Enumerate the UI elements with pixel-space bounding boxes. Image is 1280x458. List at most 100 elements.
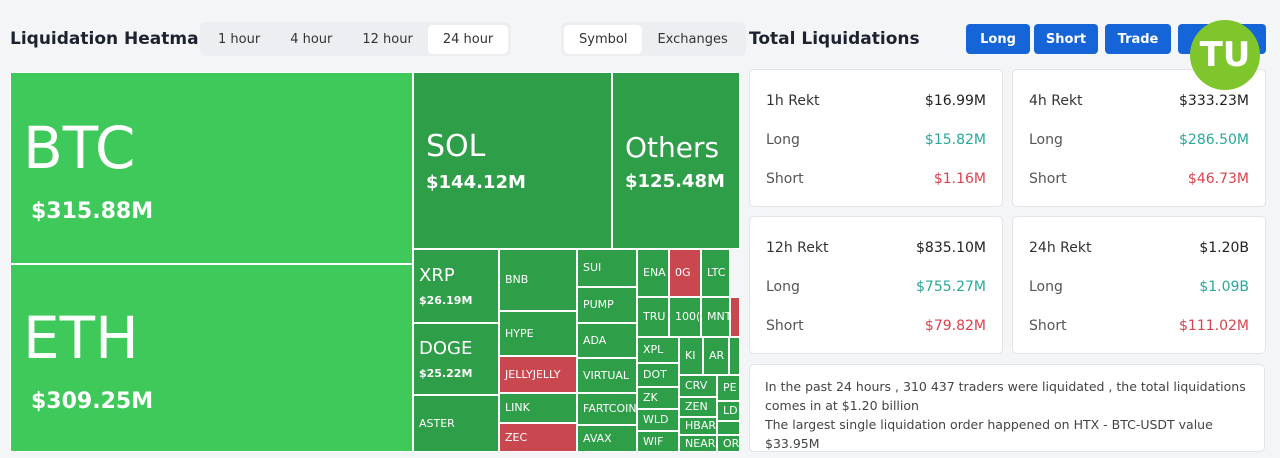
card-row: Long $1.09B [1029,279,1249,295]
tile[interactable]: ZEC [499,423,577,452]
button[interactable]: Trade [1105,24,1171,54]
tile[interactable]: KI [679,337,703,375]
tile-label: SOL [426,129,486,165]
tile[interactable]: NEAR [679,435,717,452]
time-tab[interactable]: 24 hour [427,24,509,54]
tile-label: LTC [707,266,726,280]
card-row: 24h Rekt $1.20B [1029,240,1249,256]
tile [730,297,740,337]
tile[interactable]: ENA [637,249,669,297]
tile[interactable]: TRU [637,297,669,337]
row-value: $1.20B [1199,240,1249,256]
tile-label: WIF [643,434,664,448]
tile[interactable]: ZK [637,387,679,409]
tile-label: ASTER [419,416,455,430]
tile-label: TRU [643,310,666,324]
tile[interactable]: AR [703,337,729,375]
tile[interactable]: Others $125.48M [612,72,740,249]
view-tabs: Symbol Exchanges [561,22,746,56]
tile-label: BTC [23,114,136,183]
tile[interactable]: ETH $309.25M [10,264,413,452]
row-value: $1.09B [1199,279,1249,295]
tile-label: OR [723,436,740,450]
tile-label: MNT [707,310,730,324]
row-label: Short [1029,318,1067,334]
row-label: 12h Rekt [766,240,829,256]
tile-value: $309.25M [31,388,154,414]
tile-label: ETH [23,304,139,373]
tile [717,421,740,435]
tile-label: PE [723,381,737,395]
tile[interactable]: LTC [701,249,730,297]
tile-label: Others [625,130,720,164]
tile-label: ADA [583,333,607,347]
tile[interactable]: LD [717,401,740,421]
card-row: Long $755.27M [766,279,986,295]
time-tab[interactable]: 12 hour [362,31,413,47]
tile[interactable]: FARTCOIN [577,393,637,425]
tile[interactable]: 0G [669,249,701,297]
tile-label: SUI [583,261,602,275]
tile[interactable]: SOL $144.12M [413,72,612,249]
tile-label: 0G [675,266,691,280]
tile[interactable]: WLD [637,409,679,431]
tile[interactable]: ZEN [679,397,717,417]
row-label: Long [1029,132,1063,148]
card-row: Short $1.16M [766,171,986,187]
tile-label: PUMP [583,298,614,312]
row-label: Long [1029,279,1063,295]
tile[interactable]: XPL [637,337,679,363]
button[interactable]: Short [1034,24,1098,54]
card: 1h Rekt $16.99M Long $15.82M Short $1.16M [749,69,1003,207]
tile-label: XRP [419,265,455,287]
tile-value: $144.12M [426,171,526,193]
tile[interactable]: ASTER [413,395,499,452]
tile[interactable]: WIF [637,431,679,452]
button[interactable]: Long [966,24,1030,54]
tile-label: LINK [505,401,530,415]
tile[interactable]: XRP $26.19M [413,249,499,323]
row-label: Short [766,171,804,187]
tile[interactable]: SUI [577,249,637,287]
tile-label: JELLYJELLY [505,367,561,381]
tile[interactable]: 100( [669,297,701,337]
tile[interactable]: AVAX [577,425,637,452]
tile[interactable]: MNT [701,297,730,337]
tile[interactable]: OR [717,435,740,452]
tile-label: ZK [643,391,658,405]
view-tab[interactable]: Exchanges [657,31,728,47]
tile[interactable]: HBAR [679,417,717,435]
tile-label: DOT [643,368,667,382]
time-tab[interactable]: 1 hour [218,31,261,47]
row-value: $79.82M [924,318,986,334]
tile[interactable]: BNB [499,249,577,311]
tile[interactable]: HYPE [499,311,577,356]
tile[interactable]: PE [717,375,740,401]
tile[interactable]: PUMP [577,287,637,323]
row-label: Short [1029,171,1067,187]
tile-label: CRV [685,379,708,393]
heatmap: BTC $315.88M ETH $309.25M SOL $144.12M Others $… [10,72,740,452]
heatmap-title: Liquidation Heatmap [10,29,211,49]
tile[interactable]: DOGE $25.22M [413,323,499,395]
tile-label: FARTCOIN [583,402,637,416]
row-value: $333.23M [1179,93,1249,109]
tile-label: HBAR [685,419,716,433]
view-tab[interactable]: Symbol [564,24,643,54]
summary-line: The largest single liquidation order hap… [765,417,1213,451]
tile[interactable]: CRV [679,375,717,397]
tile[interactable]: ADA [577,323,637,358]
time-tab[interactable]: 4 hour [290,31,333,47]
tile-label: AR [709,349,725,363]
card-row: 1h Rekt $16.99M [766,93,986,109]
tile[interactable]: JELLYJELLY [499,356,577,393]
tile[interactable]: BTC $315.88M [10,72,413,264]
tile[interactable]: LINK [499,393,577,423]
panel-title: Total Liquidations [749,29,920,49]
row-label: Long [766,132,800,148]
tile[interactable]: VIRTUAL [577,358,637,393]
tile-label: VIRTUAL [583,368,630,382]
tile-label: ENA [643,266,666,280]
tile[interactable]: DOT [637,363,679,387]
